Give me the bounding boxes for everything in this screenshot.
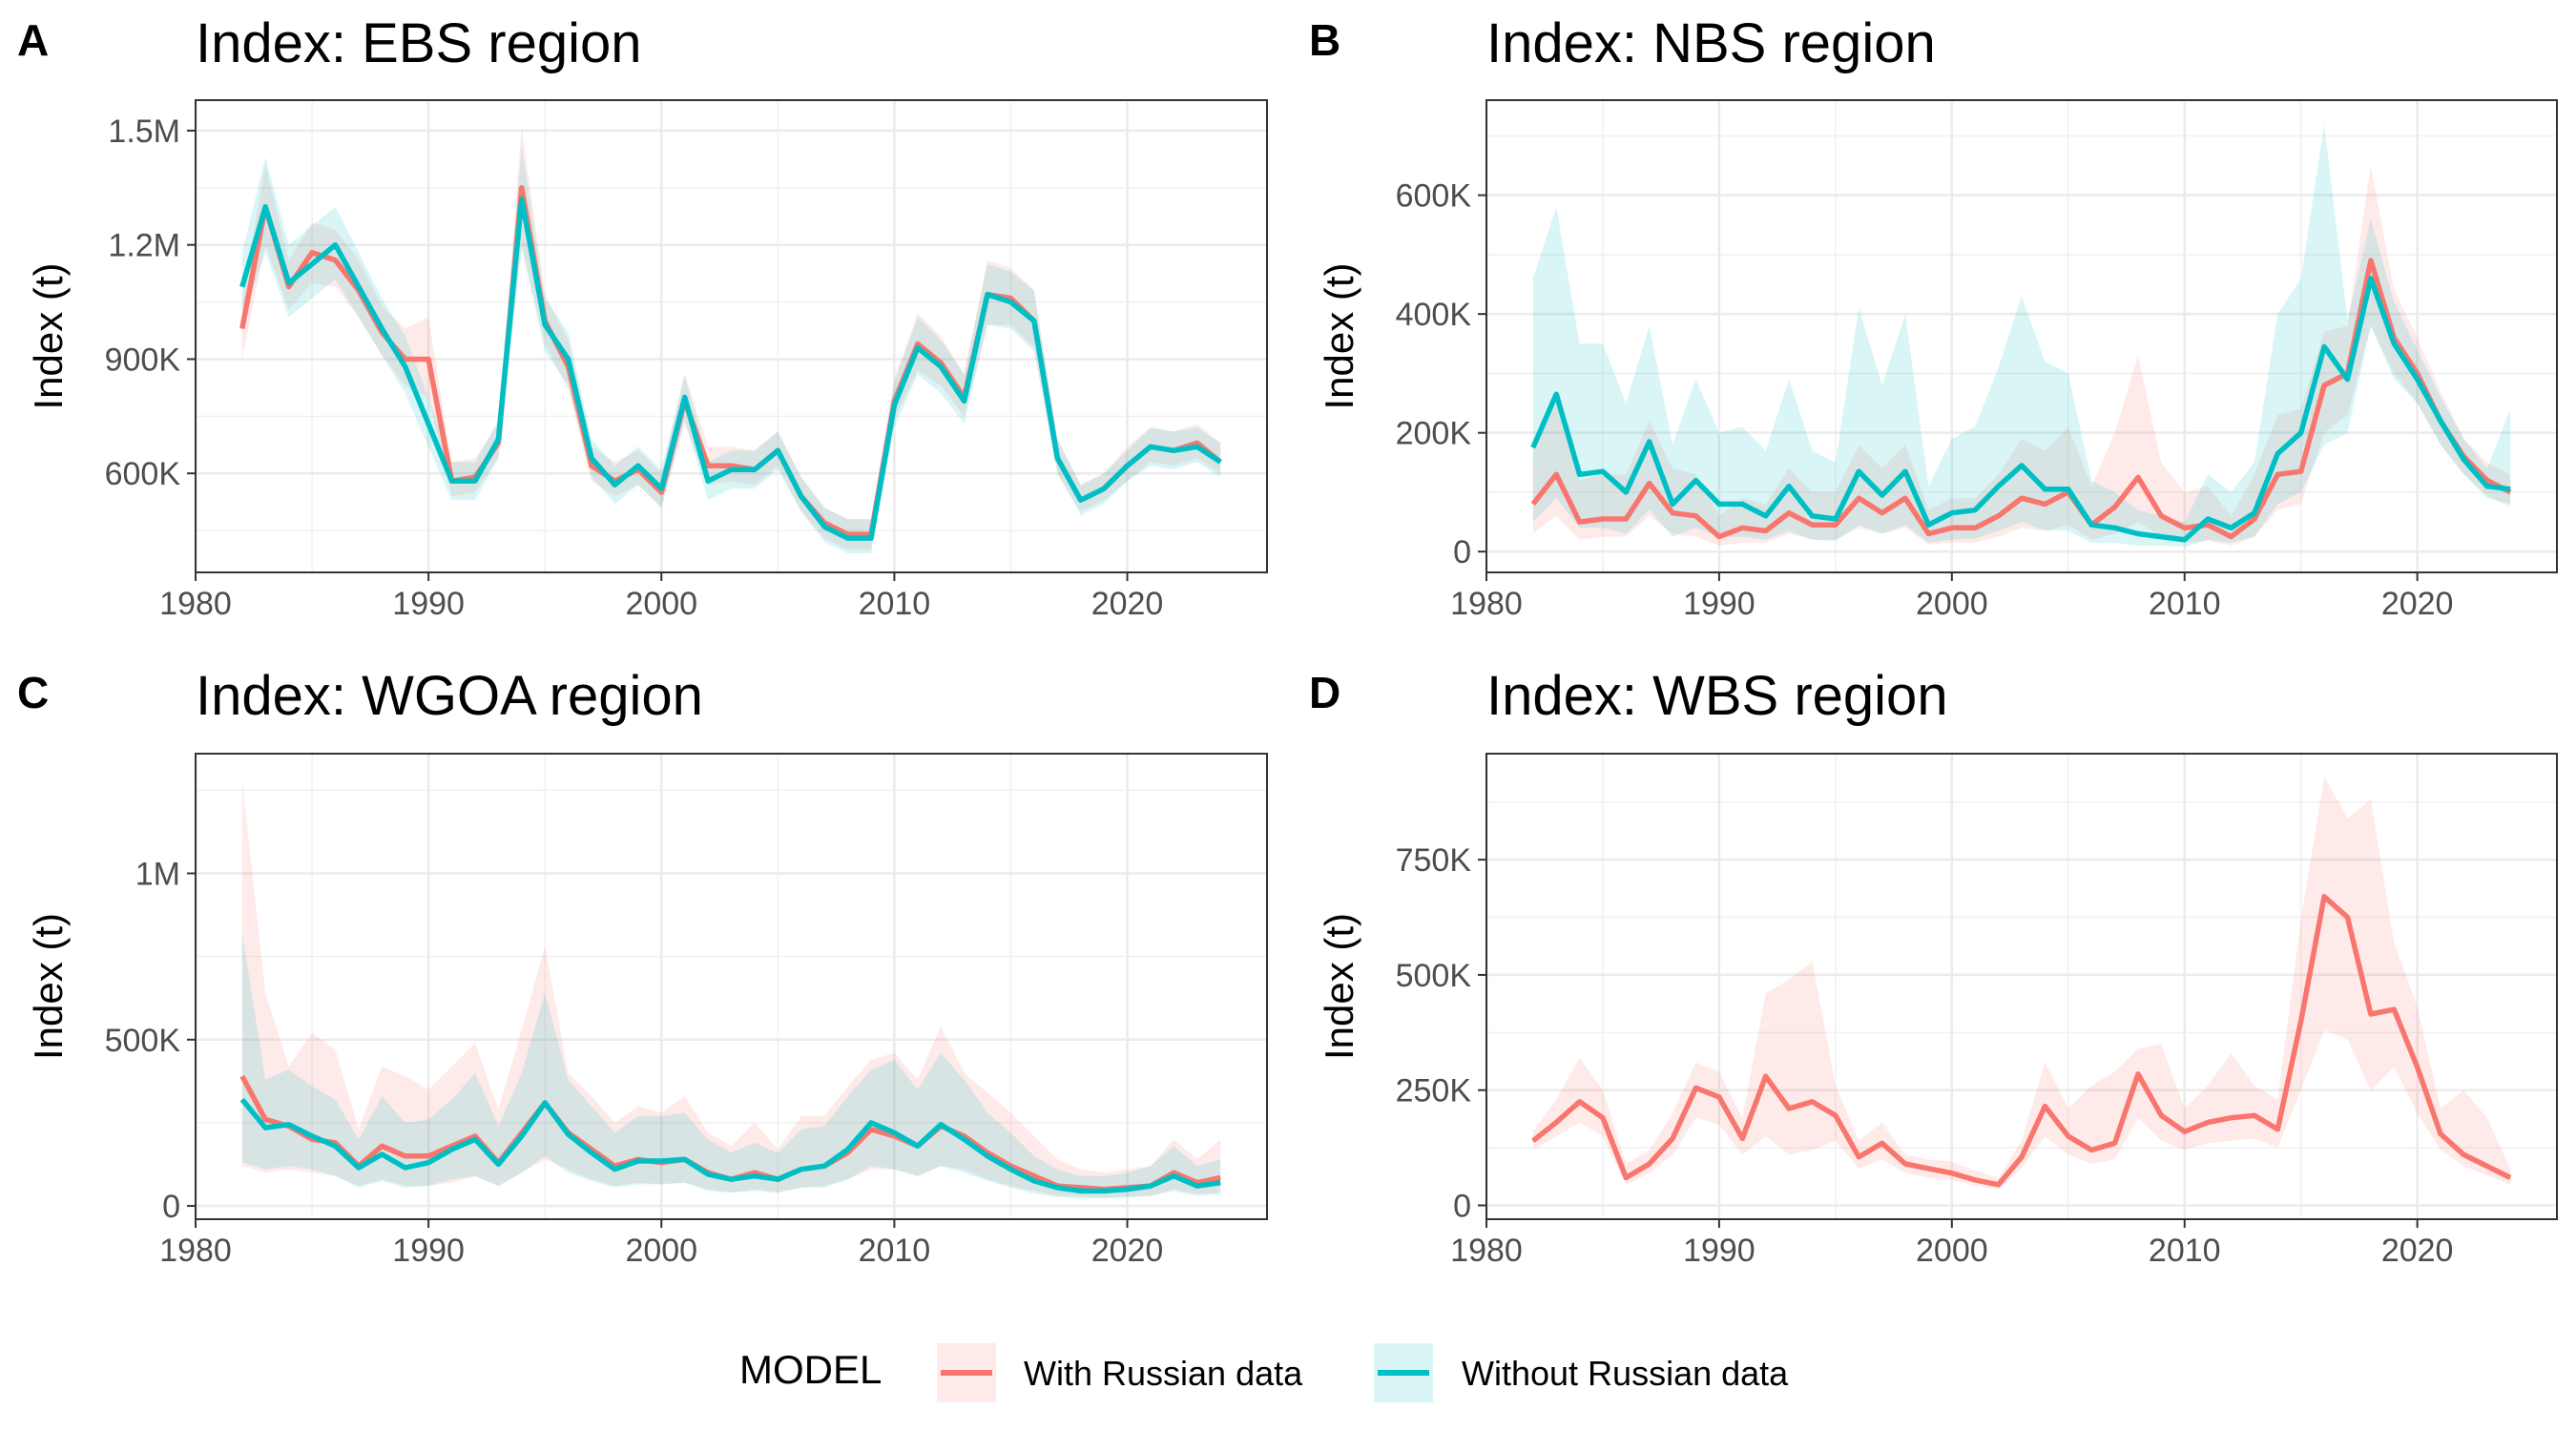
- plot-area-b: 1980 1990 2000 2010 2020 0 200K 400K 600K Index (…: [1317, 99, 2558, 622]
- y-tick-label: 500K: [1396, 958, 1472, 994]
- plot-border: [195, 753, 1268, 1220]
- y-tick-label: 900K: [105, 342, 181, 378]
- plot-background: [196, 754, 1267, 1219]
- y-axis-title: Index (t): [1317, 262, 1361, 409]
- y-tick-label: 0: [1453, 1189, 1471, 1225]
- legend-item-with: With Russian data: [937, 1343, 1303, 1402]
- ci-band-without: [1532, 123, 2511, 548]
- plot-border: [195, 99, 1268, 573]
- x-tick-label: 1990: [392, 1233, 465, 1269]
- series-line-with: [1531, 894, 2512, 1188]
- legend-item-without: Without Russian data: [1374, 1343, 1789, 1402]
- y-tick-label: 1.2M: [108, 228, 180, 264]
- panel-letter-b: B: [1309, 15, 1340, 65]
- x-tick-label: 2000: [1916, 586, 1988, 622]
- series-line-without: [1530, 276, 2511, 543]
- panel-title-b: Index: NBS region: [1486, 12, 1936, 74]
- x-tick-label: 1980: [1450, 1233, 1523, 1269]
- y-tick-label: 1.5M: [108, 114, 180, 150]
- x-tick-label: 2000: [625, 1233, 697, 1269]
- x-tick-label: 1990: [1683, 586, 1755, 622]
- y-tick-label: 500K: [105, 1023, 181, 1059]
- y-tick-label: 250K: [1396, 1073, 1472, 1110]
- y-axis-title: Index (t): [1317, 913, 1361, 1060]
- x-tick-label: 2000: [625, 586, 697, 622]
- y-tick-label: 400K: [1396, 297, 1472, 333]
- x-tick-label: 1990: [1683, 1233, 1755, 1269]
- y-tick-label: 0: [162, 1189, 180, 1225]
- series-line-without: [239, 197, 1222, 541]
- panel-title-c: Index: WGOA region: [196, 665, 703, 727]
- panel-d: D Index: WBS region 1980 1990 2000 2010 2020…: [1309, 665, 2558, 1269]
- legend-label-without: Without Russian data: [1462, 1354, 1789, 1393]
- panel-c: C Index: WGOA region 1980 1990 2000 2010 202…: [17, 665, 1268, 1269]
- plot-area-a: 1980 1990 2000 2010 2020 600K 900K 1.2M 1.5M Inde…: [26, 99, 1268, 622]
- x-tick-label: 2000: [1916, 1233, 1988, 1269]
- x-tick-label: 2020: [1091, 586, 1164, 622]
- panel-b: B Index: NBS region 1980 1990 2000 2010 2020…: [1309, 12, 2558, 622]
- x-tick-label: 2020: [2381, 1233, 2454, 1269]
- x-tick-label: 1980: [159, 586, 232, 622]
- x-tick-label: 2010: [859, 586, 931, 622]
- panel-letter-c: C: [17, 668, 49, 717]
- series-line-without: [239, 1097, 1221, 1194]
- plot-border: [1485, 99, 2558, 573]
- x-tick-label: 1980: [1450, 586, 1523, 622]
- y-tick-label: 1M: [135, 856, 180, 892]
- x-tick-label: 1990: [392, 586, 465, 622]
- panel-a: A Index: EBS region 1980 1990 2000 2010 2020…: [17, 12, 1268, 622]
- ci-band-without: [241, 933, 1221, 1199]
- plot-background: [196, 100, 1267, 572]
- plot-area-c: 1980 1990 2000 2010 2020 0 500K 1M Index (t): [26, 753, 1268, 1269]
- ci-band-with: [241, 779, 1221, 1198]
- y-axis-title: Index (t): [26, 913, 71, 1060]
- panel-title-d: Index: WBS region: [1486, 665, 1948, 727]
- y-tick-label: 600K: [105, 456, 181, 492]
- ci-band-without: [241, 145, 1221, 553]
- plot-area-d: 1980 1990 2000 2010 2020 0 250K 500K 750K Index (…: [1317, 753, 2558, 1269]
- legend: MODEL With Russian data Without Russian …: [739, 1343, 1789, 1402]
- legend-title: MODEL: [739, 1347, 882, 1392]
- x-tick-label: 2010: [2149, 586, 2221, 622]
- x-tick-label: 2010: [2149, 1233, 2221, 1269]
- panel-title-a: Index: EBS region: [196, 12, 642, 74]
- x-tick-label: 2010: [859, 1233, 931, 1269]
- x-tick-label: 2020: [2381, 586, 2454, 622]
- plot-background: [1486, 100, 2557, 572]
- y-tick-label: 200K: [1396, 416, 1472, 452]
- ci-band-with: [1532, 777, 2511, 1190]
- panel-letter-a: A: [17, 15, 49, 65]
- ci-band-with: [241, 126, 1221, 550]
- panel-letter-d: D: [1309, 668, 1340, 717]
- ci-band-with: [1532, 165, 2511, 546]
- legend-label-with: With Russian data: [1024, 1354, 1303, 1393]
- x-tick-label: 2020: [1091, 1233, 1164, 1269]
- plot-border: [1485, 753, 2558, 1220]
- y-tick-label: 750K: [1396, 842, 1472, 879]
- plot-background: [1486, 754, 2557, 1219]
- x-tick-label: 1980: [159, 1233, 232, 1269]
- y-axis-title: Index (t): [26, 262, 71, 409]
- y-tick-label: 0: [1453, 534, 1471, 570]
- y-tick-label: 600K: [1396, 178, 1472, 215]
